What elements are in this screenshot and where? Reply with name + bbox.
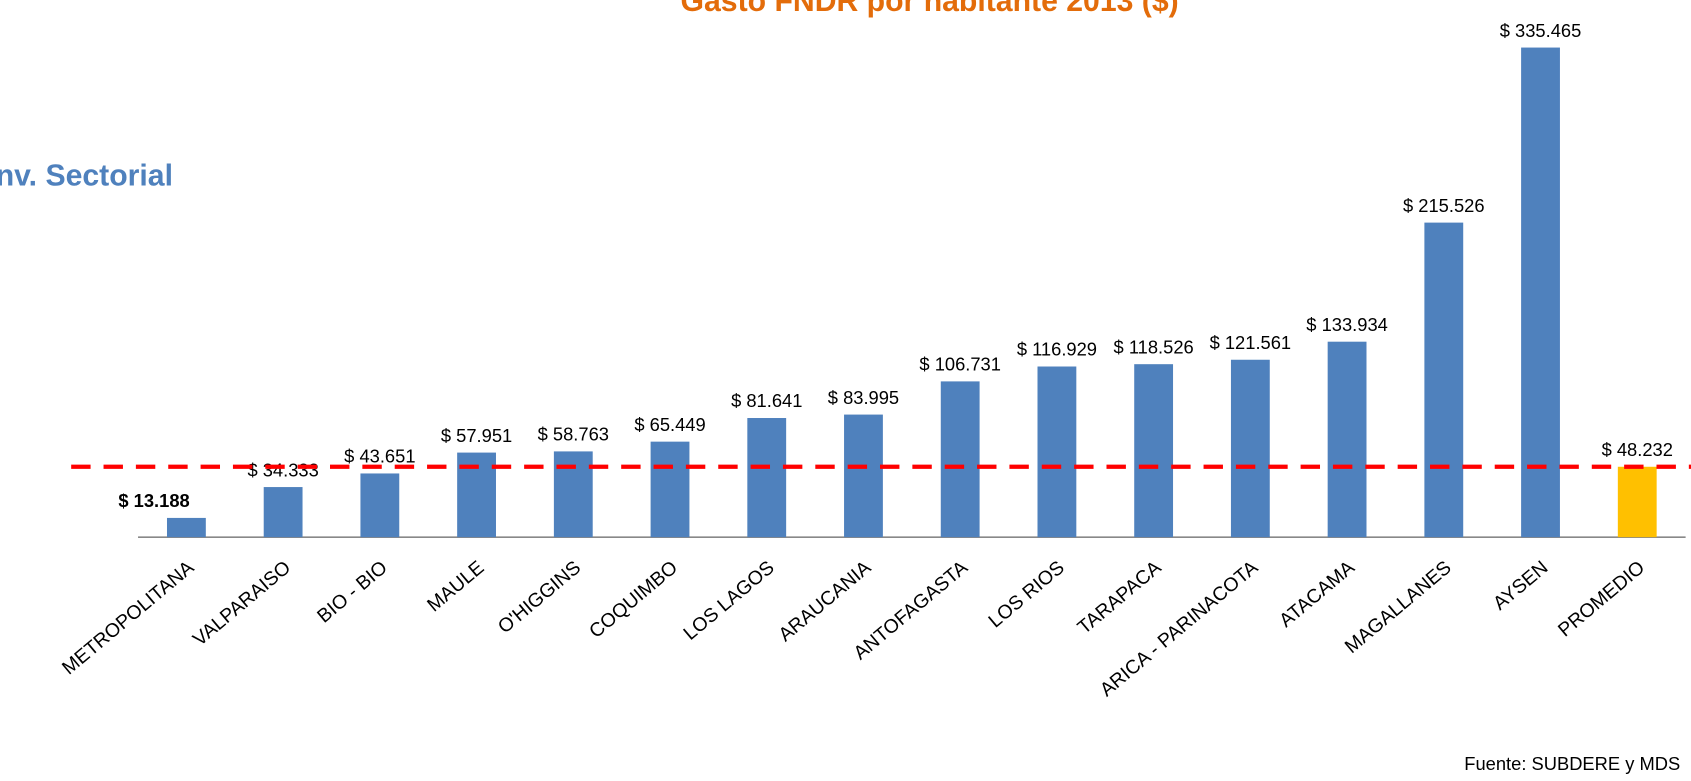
bar bbox=[940, 381, 980, 538]
x-tick-label: METROPOLITANA bbox=[58, 556, 198, 679]
bar bbox=[553, 451, 593, 538]
x-tick-label: O'HIGGINS bbox=[494, 556, 585, 638]
data-label: $ 335.465 bbox=[1500, 20, 1582, 41]
x-tick-label: BIO - BIO bbox=[313, 556, 392, 627]
bar bbox=[1617, 466, 1657, 538]
data-label: $ 58.763 bbox=[538, 424, 609, 445]
bar bbox=[1521, 47, 1560, 538]
x-tick-label: LOS RIOS bbox=[984, 556, 1068, 632]
x-tick-label: MAULE bbox=[423, 556, 488, 616]
bar bbox=[1037, 366, 1077, 538]
x-tick-label: ARICA - PARINACOTA bbox=[1096, 556, 1262, 701]
chart-title: Gasto FNDR por habitante 2013 ($) bbox=[681, 0, 1179, 18]
bar bbox=[650, 441, 690, 538]
data-label: $ 43.651 bbox=[344, 446, 415, 467]
data-label: $ 81.641 bbox=[731, 390, 802, 411]
bar bbox=[1424, 222, 1464, 538]
bar bbox=[360, 473, 400, 538]
data-label: $ 133.934 bbox=[1306, 314, 1388, 335]
data-label: $ 121.561 bbox=[1210, 332, 1292, 353]
bar bbox=[844, 414, 883, 538]
data-label: $ 65.449 bbox=[634, 414, 705, 435]
bar bbox=[1327, 341, 1367, 538]
data-label: $ 34.333 bbox=[247, 459, 318, 480]
x-tick-label: PROMEDIO bbox=[1554, 556, 1649, 641]
data-label: $ 13.188 bbox=[118, 490, 189, 511]
bar bbox=[166, 517, 206, 538]
bar bbox=[747, 418, 787, 538]
x-tick-label: MAGALLANES bbox=[1341, 556, 1456, 657]
x-tick-label: AYSEN bbox=[1489, 556, 1552, 614]
data-label: $ 83.995 bbox=[828, 387, 899, 408]
bar bbox=[1230, 359, 1270, 538]
x-tick-label: ATACAMA bbox=[1275, 556, 1359, 631]
source: Fuente: SUBDERE y MDS bbox=[1464, 753, 1680, 774]
x-tick-label: VALPARAISO bbox=[189, 556, 295, 650]
x-tick-label: COQUIMBO bbox=[585, 556, 682, 642]
data-label: $ 106.731 bbox=[919, 354, 1001, 375]
x-tick-label: LOS LAGOS bbox=[679, 556, 778, 644]
x-tick-label: ARAUCANIA bbox=[774, 556, 875, 646]
data-label: $ 118.526 bbox=[1114, 336, 1194, 357]
bar bbox=[1134, 364, 1174, 538]
data-label: $ 57.951 bbox=[441, 425, 512, 446]
x-tick-label: TARAPACA bbox=[1073, 556, 1165, 638]
bar bbox=[263, 487, 303, 538]
side-text: nv. Sectorial bbox=[0, 160, 173, 193]
data-label: $ 48.232 bbox=[1602, 439, 1673, 460]
data-label: $ 215.526 bbox=[1403, 195, 1485, 216]
data-label: $ 116.929 bbox=[1017, 339, 1097, 360]
